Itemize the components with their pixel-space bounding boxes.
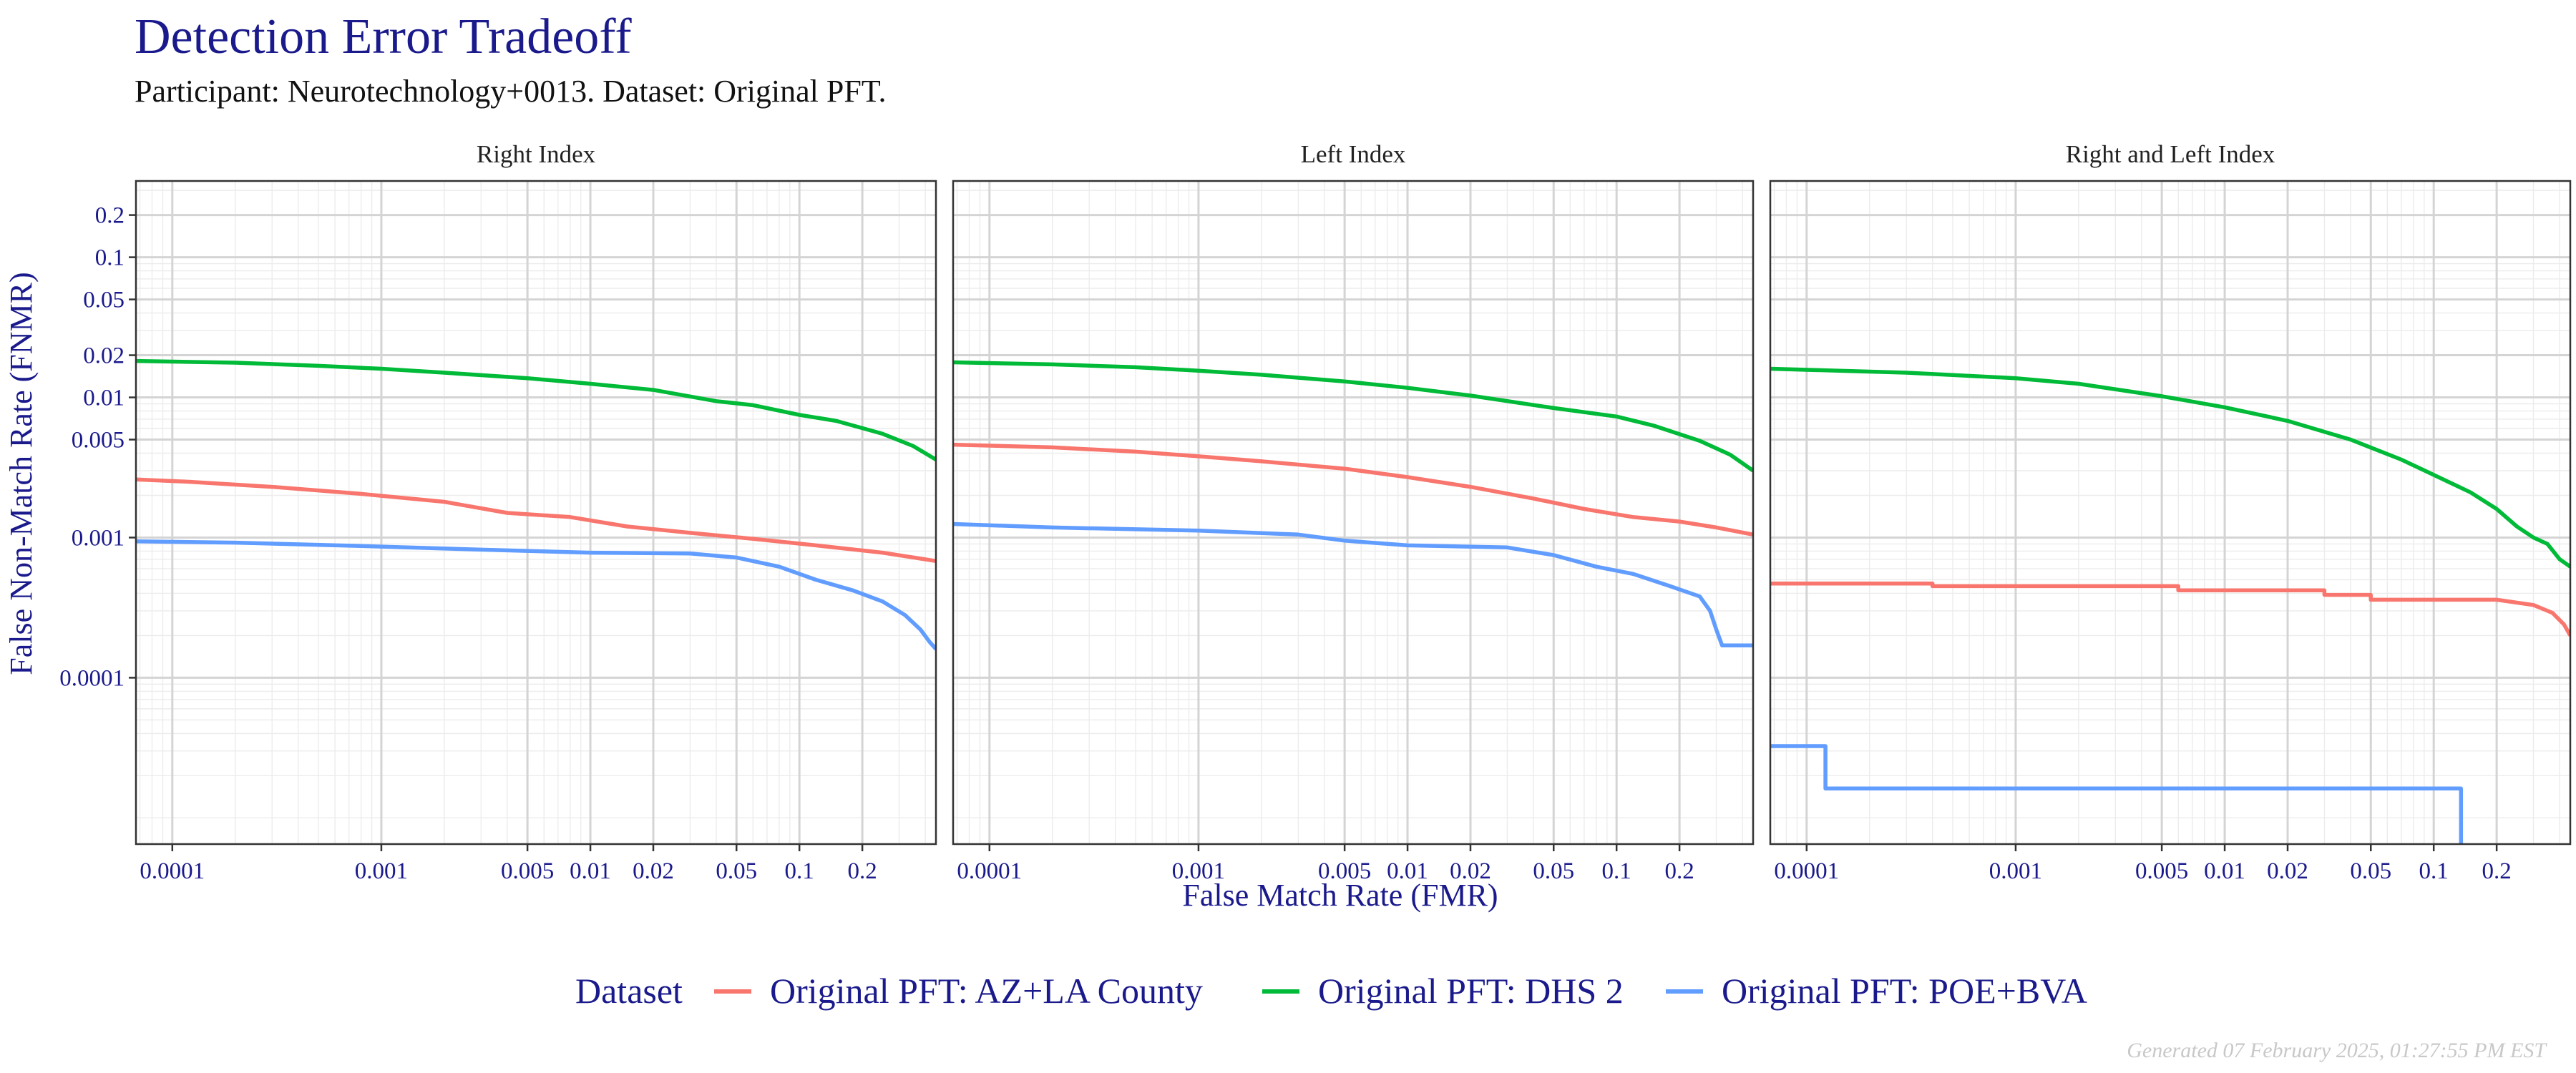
x-tick-label: 0.01 (2204, 858, 2245, 884)
chart-title: Detection Error Tradeoff (135, 9, 632, 64)
x-tick-label: 0.01 (570, 858, 611, 884)
x-tick-label: 0.02 (1450, 858, 1491, 884)
x-tick-label: 0.001 (1989, 858, 2042, 884)
y-tick-label: 0.005 (72, 428, 125, 454)
y-tick-label: 0.0001 (59, 665, 125, 691)
x-tick-label: 0.005 (1318, 858, 1371, 884)
x-axis-title: False Match Rate (FMR) (1182, 878, 1498, 913)
series-line-az-la-county (136, 477, 936, 564)
series-line-dhs-2 (136, 358, 936, 461)
panel-2: Right and Left Index 0.0001 0.001 0.005 0.01… (1769, 140, 2572, 884)
x-tick-label: 0.05 (1533, 858, 1574, 884)
panel-0: Right Index 0.0001 0.001 0.005 0.01 0.02 0.05 0… (59, 140, 937, 884)
x-tick-label: 0.0001 (957, 858, 1022, 884)
panel-1: Left Index 0.0001 0.001 0.005 0.01 0.02 0.05 0.… (952, 140, 1755, 884)
y-tick-label: 0.01 (83, 386, 125, 411)
series-line-dhs-2 (953, 360, 1753, 473)
x-tick-label: 0.01 (1387, 858, 1428, 884)
y-axis-title: False Non-Match Rate (FNMR) (4, 272, 39, 675)
minor-grid (1770, 181, 2570, 844)
series-line-poe-bva (953, 521, 1753, 648)
y-tick-label: 0.05 (83, 288, 125, 313)
minor-grid (136, 181, 936, 844)
y-tick-label: 0.1 (95, 245, 125, 271)
x-tick-label: 0.0001 (140, 858, 205, 884)
x-tick-label: 0.02 (2267, 858, 2308, 884)
series-line-dhs-2 (1770, 366, 2570, 569)
generated-timestamp: Generated 07 February 2025, 01:27:55 PM … (2127, 1039, 2546, 1062)
panel-border (1769, 180, 2572, 846)
x-tick-label: 0.005 (501, 858, 554, 884)
series-group (1770, 366, 2570, 844)
major-grid (136, 181, 936, 844)
panel-border (952, 180, 1755, 846)
legend-title: Dataset (575, 971, 683, 1011)
major-grid (1770, 181, 2570, 844)
x-tick-label: 0.1 (785, 858, 814, 884)
legend-label-dhs2: Original PFT: DHS 2 (1318, 971, 1624, 1011)
minor-grid (953, 181, 1753, 844)
x-tick-label: 0.005 (2135, 858, 2188, 884)
x-tick-label: 0.05 (2350, 858, 2391, 884)
y-tick-label: 0.2 (95, 203, 125, 229)
x-tick-label: 0.001 (355, 858, 408, 884)
x-tick-label: 0.2 (1664, 858, 1694, 884)
y-tick-label: 0.02 (83, 343, 125, 369)
major-grid (953, 181, 1753, 844)
series-group (953, 360, 1753, 648)
x-tick-label: 0.2 (2482, 858, 2511, 884)
legend-label-az-la: Original PFT: AZ+LA County (770, 971, 1203, 1011)
panel-strip-label: Right and Left Index (2066, 140, 2275, 168)
y-tick-label: 0.001 (72, 525, 125, 551)
x-tick-label: 0.001 (1172, 858, 1225, 884)
series-group (136, 358, 936, 651)
panels-layer: Right Index 0.0001 0.001 0.005 0.01 0.02 0.05 0… (59, 140, 2572, 884)
series-line-az-la-county (953, 442, 1753, 537)
series-line-poe-bva (1770, 744, 2464, 844)
series-line-az-la-county (1770, 581, 2570, 637)
panel-strip-label: Left Index (1301, 140, 1406, 168)
legend: Dataset Original PFT: AZ+LA County Origi… (575, 971, 2087, 1011)
legend-label-poe-bva: Original PFT: POE+BVA (1722, 971, 2087, 1011)
series-line-poe-bva (136, 539, 936, 651)
x-tick-label: 0.1 (2419, 858, 2449, 884)
x-tick-label: 0.0001 (1774, 858, 1839, 884)
x-tick-label: 0.2 (847, 858, 877, 884)
panel-border (135, 180, 937, 846)
x-tick-label: 0.1 (1602, 858, 1631, 884)
chart-subtitle: Participant: Neurotechnology+0013. Datas… (135, 74, 887, 109)
x-tick-label: 0.05 (716, 858, 757, 884)
panel-strip-label: Right Index (477, 140, 596, 168)
x-tick-label: 0.02 (633, 858, 674, 884)
